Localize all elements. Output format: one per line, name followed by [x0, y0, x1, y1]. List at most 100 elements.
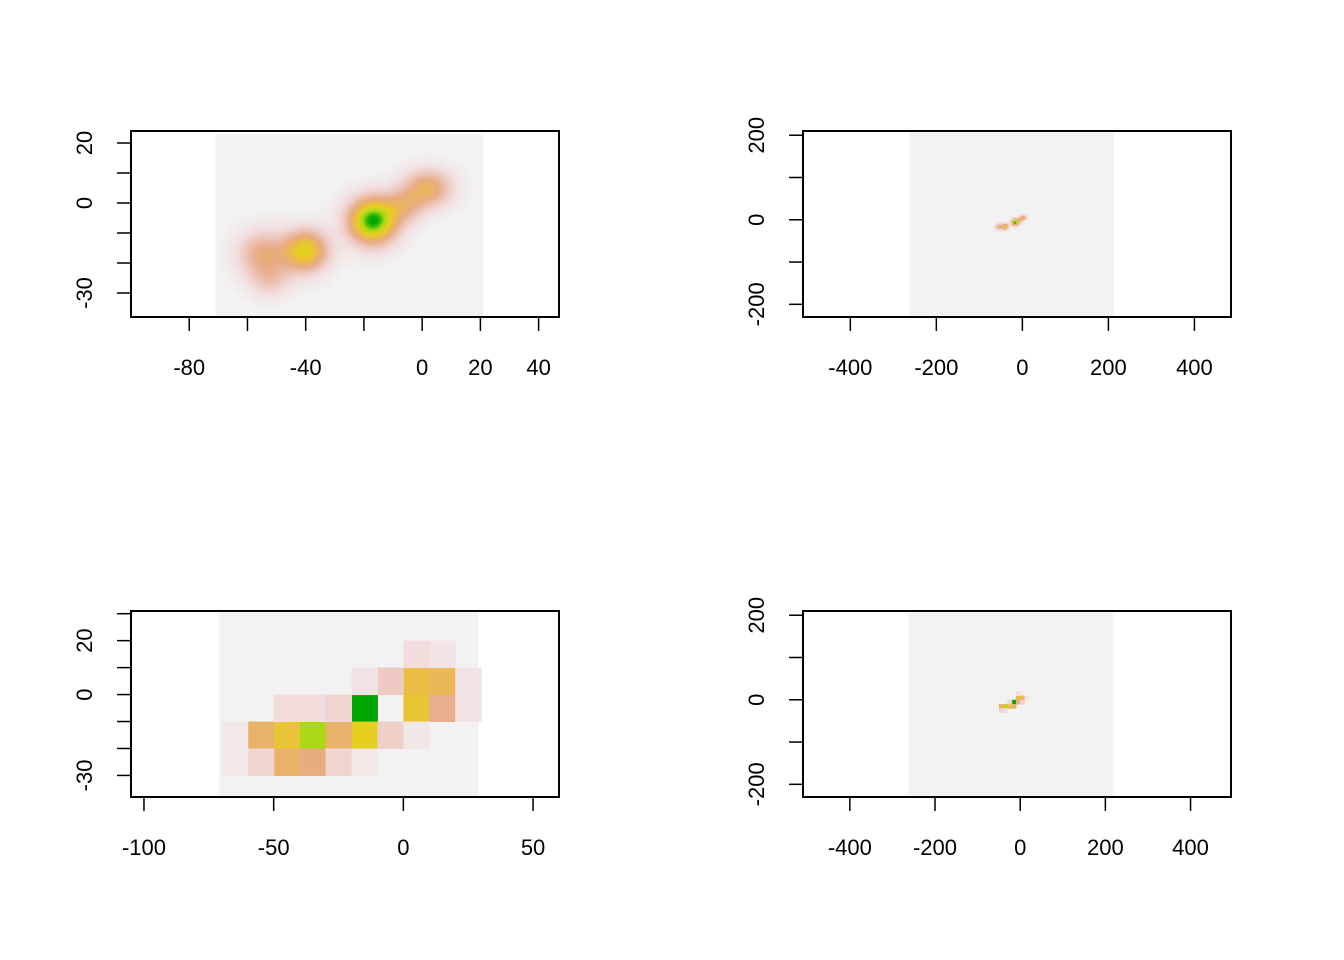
density-pixel [363, 228, 366, 231]
density-pixel [303, 290, 306, 293]
density-pixel [393, 198, 396, 201]
density-pixel [263, 290, 266, 293]
density-pixel [323, 242, 326, 245]
density-pixel [273, 270, 276, 273]
density-pixel [379, 250, 382, 253]
density-pixel [319, 270, 322, 273]
density-pixel [449, 208, 452, 211]
density-pixel [279, 248, 282, 251]
density-pixel [229, 272, 232, 275]
density-pixel [299, 262, 302, 265]
density-pixel [429, 174, 432, 177]
density-pixel [315, 256, 318, 259]
density-pixel [241, 290, 244, 293]
density-pixel [229, 278, 232, 281]
density-pixel [455, 202, 458, 205]
density-pixel [413, 236, 416, 239]
density-pixel [309, 262, 312, 265]
density-pixel [283, 224, 286, 227]
density-pixel [359, 204, 362, 207]
density-pixel [279, 258, 282, 261]
density-pixel [267, 224, 270, 227]
density-pixel [273, 272, 276, 275]
density-pixel [415, 164, 418, 167]
density-pixel [307, 270, 310, 273]
density-pixel [281, 228, 284, 231]
density-pixel [349, 186, 352, 189]
density-pixel [333, 196, 336, 199]
density-pixel [261, 274, 264, 277]
density-pixel [237, 264, 240, 267]
density-pixel [417, 218, 420, 221]
density-pixel [467, 180, 470, 183]
density-pixel [315, 264, 318, 267]
density-pixel [363, 242, 366, 245]
density-pixel [235, 226, 238, 229]
density-pixel [341, 202, 344, 205]
density-pixel [389, 194, 392, 197]
density-pixel [399, 228, 402, 231]
density-pixel [335, 256, 338, 259]
density-pixel [425, 198, 428, 201]
density-pixel [345, 256, 348, 259]
density-pixel [267, 296, 270, 299]
density-pixel [301, 242, 304, 245]
density-pixel [243, 246, 246, 249]
density-pixel [303, 288, 306, 291]
density-pixel [227, 264, 230, 267]
density-pixel [317, 234, 320, 237]
density-pixel [359, 194, 362, 197]
density-pixel [391, 226, 394, 229]
density-pixel [419, 218, 422, 221]
density-pixel [375, 226, 378, 229]
density-pixel [227, 262, 230, 265]
density-pixel [261, 242, 264, 245]
density-pixel [293, 292, 296, 295]
density-pixel [413, 222, 416, 225]
density-pixel [393, 172, 396, 175]
density-pixel [267, 218, 270, 221]
density-pixel [339, 232, 342, 235]
density-pixel [441, 158, 444, 161]
density-pixel [447, 158, 450, 161]
density-pixel [255, 220, 258, 223]
density-pixel [371, 236, 374, 239]
density-pixel [327, 276, 330, 279]
density-pixel [273, 284, 276, 287]
density-pixel [249, 258, 252, 261]
density-pixel [259, 278, 262, 281]
density-pixel [319, 242, 322, 245]
density-pixel [237, 236, 240, 239]
density-pixel [233, 226, 236, 229]
density-pixel [229, 280, 232, 283]
density-pixel [235, 282, 238, 285]
density-pixel [295, 240, 298, 243]
density-pixel [351, 240, 354, 243]
density-pixel [351, 244, 354, 247]
density-pixel [387, 186, 390, 189]
density-pixel [385, 198, 388, 201]
density-pixel [369, 198, 372, 201]
density-pixel [305, 260, 308, 263]
density-pixel [341, 246, 344, 249]
density-pixel [287, 254, 290, 257]
density-pixel [275, 258, 278, 261]
density-pixel [457, 202, 460, 205]
density-pixel [253, 254, 256, 257]
density-pixel [331, 244, 334, 247]
density-pixel [293, 244, 296, 247]
density-pixel [355, 252, 358, 255]
density-pixel [245, 264, 248, 267]
density-pixel [247, 234, 250, 237]
density-pixel [221, 248, 224, 251]
density-pixel [463, 168, 466, 171]
density-pixel [343, 242, 346, 245]
density-pixel [341, 270, 344, 273]
density-pixel [411, 238, 414, 241]
density-pixel [455, 162, 458, 165]
density-pixel [283, 270, 286, 273]
density-pixel [383, 244, 386, 247]
density-pixel [429, 166, 432, 169]
density-pixel [409, 226, 412, 229]
density-pixel [469, 188, 472, 191]
